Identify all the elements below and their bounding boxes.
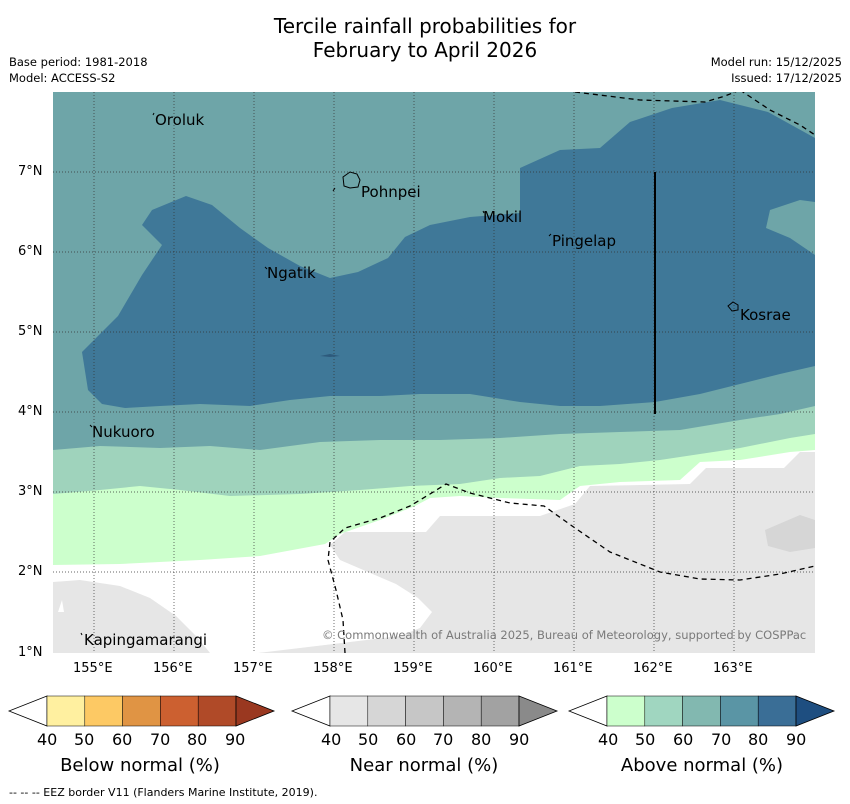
below-colorbar-segment	[122, 695, 161, 727]
near-tick-90: 90	[509, 730, 530, 749]
lon-label-157e: 157°E	[233, 661, 273, 676]
graticule	[53, 92, 815, 653]
place-label-ngatik: Ngatik	[267, 264, 316, 282]
above-tick-70: 70	[711, 730, 732, 749]
model-run: Model run: 15/12/2025	[710, 55, 842, 69]
near-colorbar-over	[518, 695, 559, 727]
eez-footnote: -- -- -- EEZ border V11 (Flanders Marine…	[9, 786, 318, 799]
title-line-1: Tercile rainfall probabilities for	[273, 14, 577, 38]
lat-label-3n: 3°N	[18, 484, 43, 499]
above-tick-90: 90	[786, 730, 807, 749]
lat-label-7n: 7°N	[18, 164, 43, 179]
above-colorbar-under	[567, 695, 608, 727]
near-tick-60: 60	[396, 730, 417, 749]
lat-label-6n: 6°N	[18, 244, 43, 259]
lon-label-160e: 160°E	[473, 661, 513, 676]
above-colorbar-over	[795, 695, 836, 727]
lon-label-163e: 163°E	[713, 661, 753, 676]
place-label-oroluk: Oroluk	[155, 111, 205, 129]
region-near-50-patch	[765, 515, 815, 552]
colorbar-near	[290, 695, 559, 727]
above-colorbar-segment	[644, 695, 683, 727]
above-normal-title: Above normal (%)	[620, 755, 784, 776]
below-colorbar-over	[235, 695, 276, 727]
region-near-40-west	[53, 580, 210, 653]
below-tick-40: 40	[37, 730, 58, 749]
place-label-pohnpei: Pohnpei	[361, 183, 421, 201]
lon-label-158e: 158°E	[313, 661, 353, 676]
lon-label-155e: 155°E	[73, 661, 113, 676]
place-label-mokil: Mokil	[483, 208, 523, 226]
above-colorbar-segment	[606, 695, 646, 727]
place-label-kapingamarangi: Kapingamarangi	[84, 631, 208, 649]
above-colorbar-segment	[757, 695, 797, 727]
below-tick-50: 50	[74, 730, 95, 749]
below-colorbar-segment	[46, 695, 86, 727]
region-near-40-east	[258, 452, 815, 653]
land-speck	[58, 600, 64, 612]
above-colorbar-segment	[720, 695, 759, 727]
near-colorbar-segment	[480, 695, 520, 727]
near-tick-80: 80	[471, 730, 492, 749]
lon-label-156e: 156°E	[153, 661, 193, 676]
title-line-2: February to April 2026	[312, 38, 538, 62]
below-colorbar-under	[7, 695, 48, 727]
near-colorbar-segment	[443, 695, 482, 727]
near-colorbar-under	[290, 695, 331, 727]
lon-label-162e: 162°E	[633, 661, 673, 676]
near-colorbar-segment	[405, 695, 444, 727]
lat-label-1n: 1°N	[18, 645, 43, 660]
below-tick-60: 60	[112, 730, 133, 749]
below-tick-70: 70	[150, 730, 171, 749]
islands	[80, 112, 739, 636]
above-colorbar-segment	[682, 695, 721, 727]
eez-border	[327, 92, 815, 653]
near-tick-40: 40	[321, 730, 342, 749]
below-colorbar-segment	[84, 695, 123, 727]
region-above-80	[82, 100, 815, 408]
pohnpei-island	[342, 171, 361, 189]
kosrae-island	[727, 301, 739, 312]
colorbars	[7, 695, 836, 727]
place-label-pingelap: Pingelap	[552, 232, 617, 250]
lat-label-5n: 5°N	[18, 324, 43, 339]
colorbar-above	[567, 695, 836, 727]
above-tick-40: 40	[598, 730, 619, 749]
colorbar-below	[7, 695, 276, 727]
copyright-notice: © Commonwealth of Australia 2025, Bureau…	[322, 628, 807, 642]
place-label-kosrae: Kosrae	[740, 306, 791, 324]
below-tick-90: 90	[225, 730, 246, 749]
region-above-70-east	[766, 200, 815, 255]
lon-label-159e: 159°E	[393, 661, 433, 676]
lon-label-161e: 161°E	[553, 661, 593, 676]
place-label-nukuoro: Nukuoro	[92, 423, 155, 441]
model-name: Model: ACCESS-S2	[9, 71, 116, 85]
lat-label-4n: 4°N	[18, 404, 43, 419]
below-colorbar-segment	[197, 695, 237, 727]
below-tick-80: 80	[187, 730, 208, 749]
above-tick-50: 50	[635, 730, 656, 749]
region-above-80-patch	[455, 303, 476, 320]
above-tick-80: 80	[748, 730, 769, 749]
probability-field	[53, 92, 815, 653]
issued-date: Issued: 17/12/2025	[731, 71, 842, 85]
near-normal-title: Near normal (%)	[349, 755, 499, 776]
base-period: Base period: 1981-2018	[9, 55, 148, 69]
below-colorbar-segment	[160, 695, 199, 727]
near-tick-50: 50	[358, 730, 379, 749]
near-colorbar-segment	[329, 695, 369, 727]
near-tick-70: 70	[433, 730, 454, 749]
lat-label-2n: 2°N	[18, 564, 43, 579]
shoal-mark	[320, 354, 340, 357]
near-colorbar-segment	[367, 695, 406, 727]
above-tick-60: 60	[673, 730, 694, 749]
below-normal-title: Below normal (%)	[60, 755, 220, 776]
